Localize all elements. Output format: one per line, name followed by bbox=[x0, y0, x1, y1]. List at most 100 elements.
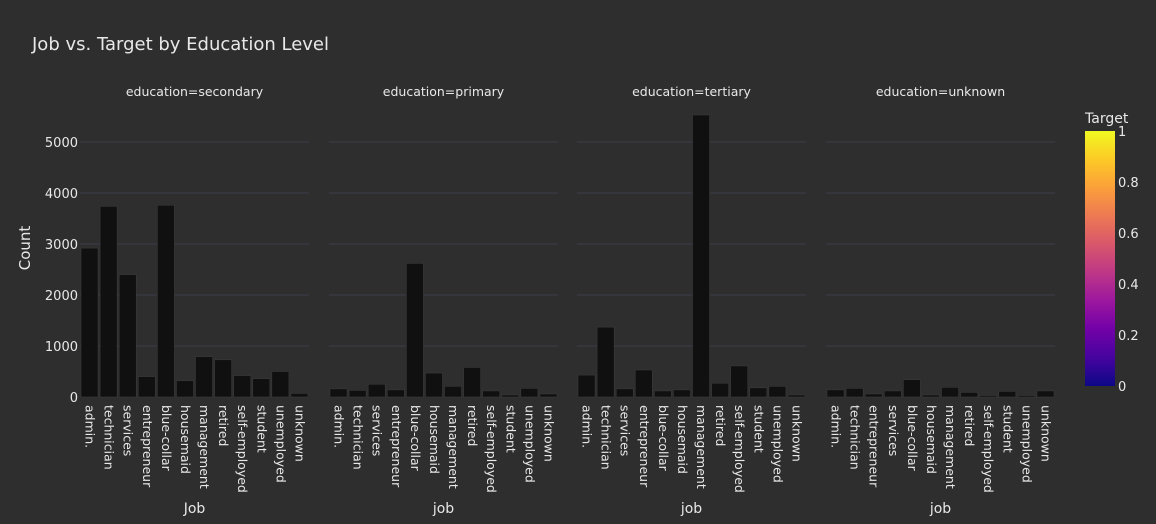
x-tick-label: retired bbox=[216, 405, 231, 446]
bar[interactable] bbox=[845, 388, 864, 398]
bar[interactable] bbox=[99, 205, 118, 398]
bar[interactable] bbox=[329, 388, 348, 398]
y-tick-label: 3000 bbox=[45, 238, 78, 253]
x-tick-label: services bbox=[370, 405, 385, 456]
bar[interactable] bbox=[922, 394, 940, 398]
gridlines bbox=[80, 141, 1055, 347]
bar[interactable] bbox=[501, 394, 520, 398]
bar[interactable] bbox=[195, 356, 213, 398]
x-tick-label: technician bbox=[848, 405, 863, 470]
bar[interactable] bbox=[596, 326, 615, 398]
bar[interactable] bbox=[290, 393, 309, 398]
x-tick-label: unemployed bbox=[522, 405, 537, 483]
colorbar-tick-label: 0.4 bbox=[1118, 278, 1139, 293]
chart-title: Job vs. Target by Education Level bbox=[31, 34, 329, 55]
x-tick-label: unknown bbox=[292, 405, 307, 462]
bar[interactable] bbox=[137, 376, 156, 398]
bar[interactable] bbox=[692, 114, 710, 398]
bar[interactable] bbox=[233, 375, 252, 398]
colorbar-tick-label: 0 bbox=[1118, 380, 1126, 395]
bar[interactable] bbox=[386, 389, 405, 398]
bar[interactable] bbox=[425, 372, 443, 398]
bar[interactable] bbox=[80, 247, 99, 398]
bar[interactable] bbox=[673, 389, 691, 398]
y-tick-label: 2000 bbox=[45, 289, 78, 304]
panel-title: education=tertiary bbox=[632, 84, 751, 99]
bar[interactable] bbox=[157, 204, 175, 398]
bar[interactable] bbox=[826, 389, 845, 398]
x-tick-label: technician bbox=[599, 405, 614, 470]
bar[interactable] bbox=[176, 380, 194, 398]
bar[interactable] bbox=[1017, 395, 1036, 398]
x-tick-label: services bbox=[121, 405, 136, 456]
bar[interactable] bbox=[711, 382, 729, 398]
bar[interactable] bbox=[654, 390, 672, 398]
panel-title: education=primary bbox=[383, 84, 505, 99]
x-tick-label: self-employed bbox=[981, 405, 996, 493]
x-tick-label: student bbox=[254, 405, 269, 453]
bar[interactable] bbox=[118, 274, 137, 398]
bar[interactable] bbox=[1036, 390, 1055, 398]
x-axis-title: job bbox=[432, 501, 454, 517]
x-tick-label: unknown bbox=[789, 405, 804, 462]
x-tick-label: retired bbox=[465, 405, 480, 446]
x-tick-label: entrepreneur bbox=[867, 405, 882, 488]
bar[interactable] bbox=[271, 371, 290, 398]
bar[interactable] bbox=[749, 387, 768, 398]
y-axis-title: Count bbox=[16, 226, 34, 271]
x-tick-label: services bbox=[618, 405, 633, 456]
x-tick-label: management bbox=[197, 405, 212, 489]
panel-title: education=secondary bbox=[126, 84, 264, 99]
bar[interactable] bbox=[979, 395, 998, 398]
x-tick-label: technician bbox=[351, 405, 366, 470]
bar[interactable] bbox=[883, 390, 902, 398]
x-tick-label: admin. bbox=[829, 405, 844, 448]
x-tick-label: blue-collar bbox=[408, 405, 423, 472]
x-tick-label: unknown bbox=[541, 405, 556, 462]
bar[interactable] bbox=[577, 374, 596, 398]
bar[interactable] bbox=[406, 263, 424, 398]
bar[interactable] bbox=[348, 390, 367, 398]
bar[interactable] bbox=[787, 394, 806, 398]
x-tick-label: student bbox=[1000, 405, 1015, 453]
x-tick-label: housemaid bbox=[178, 405, 193, 474]
y-tick-label: 1000 bbox=[45, 340, 78, 355]
x-tick-label: services bbox=[886, 405, 901, 456]
x-tick-label: housemaid bbox=[924, 405, 939, 474]
bar[interactable] bbox=[520, 388, 539, 398]
x-tick-label: management bbox=[943, 405, 958, 489]
bar[interactable] bbox=[539, 393, 558, 398]
x-tick-label: entrepreneur bbox=[389, 405, 404, 488]
bar[interactable] bbox=[998, 391, 1017, 398]
colorbar-tick-label: 0.2 bbox=[1118, 329, 1139, 344]
bar[interactable] bbox=[482, 390, 501, 398]
bar[interactable] bbox=[367, 383, 386, 398]
x-tick-label: retired bbox=[962, 405, 977, 446]
bar[interactable] bbox=[634, 369, 653, 398]
x-tick-label: entrepreneur bbox=[637, 405, 652, 488]
bar[interactable] bbox=[903, 379, 921, 398]
bar[interactable] bbox=[615, 388, 634, 398]
x-tick-label: unemployed bbox=[1019, 405, 1034, 483]
bar[interactable] bbox=[768, 385, 787, 398]
bar[interactable] bbox=[941, 387, 959, 398]
bar[interactable] bbox=[960, 392, 978, 398]
x-axis-title: Job bbox=[183, 501, 206, 517]
x-tick-label: admin. bbox=[580, 405, 595, 448]
y-tick-label: 0 bbox=[70, 391, 78, 406]
x-tick-label: self-employed bbox=[484, 405, 499, 493]
x-tick-label: housemaid bbox=[427, 405, 442, 474]
bar[interactable] bbox=[444, 385, 462, 398]
x-tick-label: unemployed bbox=[770, 405, 785, 483]
bar[interactable] bbox=[252, 378, 271, 398]
labels: 0 1000 2000 3000 4000 5000 education=secondary… bbox=[45, 84, 1054, 517]
bar[interactable] bbox=[214, 359, 232, 398]
x-tick-label: self-employed bbox=[235, 405, 250, 493]
bar[interactable] bbox=[730, 365, 749, 398]
bar[interactable] bbox=[463, 367, 481, 398]
bar[interactable] bbox=[864, 393, 883, 398]
x-tick-label: entrepreneur bbox=[140, 405, 155, 488]
colorbar-title: Target bbox=[1084, 111, 1129, 127]
x-tick-label: student bbox=[751, 405, 766, 453]
x-tick-label: self-employed bbox=[732, 405, 747, 493]
